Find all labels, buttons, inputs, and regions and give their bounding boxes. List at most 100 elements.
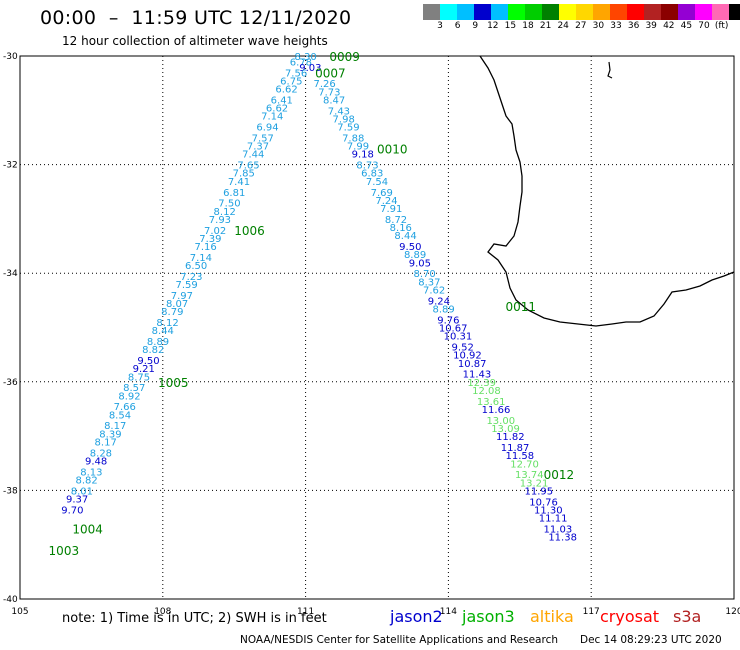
swh-reading: 8.57 xyxy=(123,383,145,394)
swh-reading: 10.92 xyxy=(453,351,482,362)
swh-reading: 7.99 xyxy=(347,142,369,153)
swh-reading: 12.70 xyxy=(510,459,539,470)
color-scale-label: (ft) xyxy=(714,21,729,31)
pass-number-label: 1005 xyxy=(158,376,189,390)
color-swatch xyxy=(712,4,729,20)
swh-reading: 8.75 xyxy=(128,372,150,383)
swh-reading: 11.82 xyxy=(496,432,525,443)
color-scale-label: 9 xyxy=(472,21,479,31)
swh-reading: 7.39 xyxy=(199,234,221,245)
swh-reading: 11.11 xyxy=(539,514,568,525)
color-scale-label: 6 xyxy=(454,21,461,31)
swh-reading: 11.30 xyxy=(534,505,563,516)
color-scale-label: 42 xyxy=(663,21,675,31)
swh-reading: 8.44 xyxy=(152,326,174,337)
map-frame xyxy=(19,55,735,600)
swh-reading: 11.87 xyxy=(501,443,530,454)
swh-reading: 8.89 xyxy=(147,337,169,348)
swh-reading: 9.03 xyxy=(299,63,321,74)
swh-reading: 6.81 xyxy=(223,188,245,199)
swh-reading: 9.18 xyxy=(352,150,374,161)
swh-reading: 6.83 xyxy=(361,169,383,180)
color-swatch xyxy=(729,4,740,20)
color-swatch xyxy=(661,4,678,20)
swh-reading: 8.39 xyxy=(99,429,121,440)
color-swatch xyxy=(508,4,525,20)
altimeter-tracks: 8.306.789.037.566.756.626.416.627.146.94… xyxy=(61,52,577,544)
pass-number-label: 1003 xyxy=(49,544,80,558)
swh-reading: 6.75 xyxy=(280,76,302,87)
coastline-island xyxy=(607,61,613,79)
swh-reading: 9.21 xyxy=(133,364,155,375)
swh-reading: 8.82 xyxy=(76,476,98,487)
swh-reading: 9.24 xyxy=(428,296,450,307)
color-swatch xyxy=(474,4,491,20)
lat-tick-label: -30 xyxy=(3,52,18,62)
lat-tick-label: -36 xyxy=(3,378,18,388)
color-scale-label: 24 xyxy=(557,21,569,31)
swh-reading: 9.52 xyxy=(452,343,474,354)
pass-number-label: 0009 xyxy=(329,50,360,64)
page-subtitle: 12 hour collection of altimeter wave hei… xyxy=(62,34,328,48)
pass-number-label: 1006 xyxy=(234,224,265,238)
color-swatch xyxy=(678,4,695,20)
swh-reading: 7.24 xyxy=(375,196,397,207)
swh-reading: 8.07 xyxy=(166,299,188,310)
swh-reading: 7.88 xyxy=(342,133,364,144)
swh-reading: 10.67 xyxy=(439,324,468,335)
page-title: 00:00 – 11:59 UTC 12/11/2020 xyxy=(40,7,352,29)
swh-reading: 9.48 xyxy=(85,457,107,468)
swh-reading: 7.59 xyxy=(337,123,359,134)
swh-reading: 7.69 xyxy=(371,188,393,199)
color-swatch xyxy=(593,4,610,20)
swh-reading: 13.21 xyxy=(520,478,549,489)
swh-reading: 7.59 xyxy=(175,280,197,291)
color-scale-label: 39 xyxy=(645,21,657,31)
swh-reading: 7.54 xyxy=(366,177,388,188)
color-swatch xyxy=(440,4,457,20)
swh-reading: 8.17 xyxy=(95,438,117,449)
swh-reading: 6.78 xyxy=(290,57,312,68)
color-scale-label: 70 xyxy=(698,21,710,31)
swh-reading: 8.16 xyxy=(390,223,412,234)
swh-reading: 8.72 xyxy=(385,215,407,226)
swh-reading: 8.44 xyxy=(394,231,416,242)
lat-tick-label: -40 xyxy=(3,595,18,605)
swh-reading: 7.37 xyxy=(247,142,269,153)
lon-tick-label: 108 xyxy=(154,607,171,617)
swh-reading: 8.28 xyxy=(90,448,112,459)
swh-reading: 13.61 xyxy=(477,397,506,408)
legend-s3a: s3a xyxy=(673,607,702,626)
swh-reading: 8.12 xyxy=(156,318,178,329)
swh-reading: 8.89 xyxy=(404,250,426,261)
color-swatch xyxy=(423,4,440,20)
swh-reading: 7.16 xyxy=(195,242,217,253)
swh-reading: 6.62 xyxy=(266,104,288,115)
color-scale-label: 3 xyxy=(437,21,443,31)
generated-timestamp: Dec 14 08:29:23 UTC 2020 xyxy=(580,634,722,646)
swh-reading: 8.54 xyxy=(109,410,131,421)
swh-reading: 8.92 xyxy=(118,391,140,402)
swh-reading: 11.43 xyxy=(463,370,492,381)
swh-reading: 7.50 xyxy=(218,199,240,210)
color-scale-label: 33 xyxy=(610,21,622,31)
color-swatch xyxy=(525,4,542,20)
swh-reading: 7.43 xyxy=(328,106,350,117)
swh-reading: 10.87 xyxy=(458,359,487,370)
color-swatch xyxy=(457,4,474,20)
swh-reading: 7.98 xyxy=(333,114,355,125)
footer-note: note: 1) Time is in UTC; 2) SWH is in fe… xyxy=(62,611,327,626)
pass-labels: 0009 0007 0010 1006 0011 1005 0012 1004 1003 xyxy=(49,50,575,558)
legend-jason3: jason3 xyxy=(462,607,515,626)
swh-reading: 8.70 xyxy=(413,269,435,280)
lon-tick-label: 120 xyxy=(725,607,740,617)
swh-reading: 6.94 xyxy=(256,123,278,134)
color-scale-label: 30 xyxy=(592,21,605,31)
swh-reading: 7.14 xyxy=(261,112,283,123)
lat-tick-label: -38 xyxy=(3,486,18,496)
swh-reading: 9.70 xyxy=(61,505,83,516)
swh-reading: 13.09 xyxy=(491,424,520,435)
swh-reading: 9.50 xyxy=(137,356,159,367)
swh-reading: 12.08 xyxy=(472,386,501,397)
color-swatch xyxy=(576,4,593,20)
